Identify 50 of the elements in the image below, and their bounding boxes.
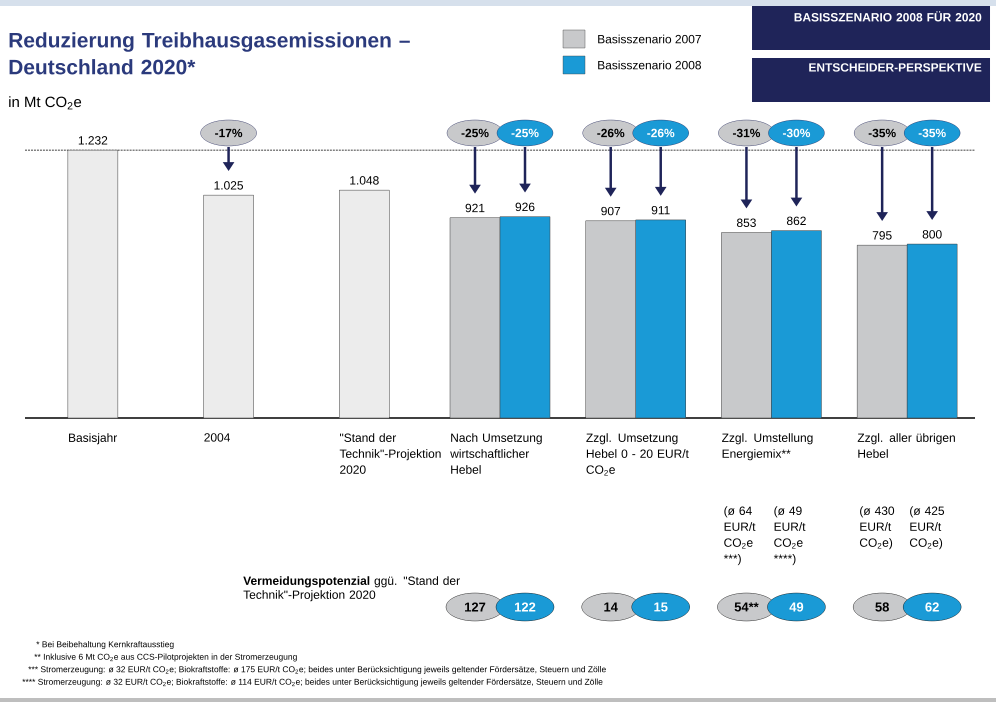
data-label: 911 (652, 206, 670, 214)
text: BASISSZENARIO 2008 FÜR 2020 (794, 11, 982, 22)
text: -35% (868, 128, 896, 138)
text: -25% (462, 128, 489, 138)
text: 14 (604, 602, 618, 612)
text: (ø 49 EUR/t CO$_{2}$e ****) (774, 506, 806, 566)
text: 15 (654, 602, 668, 612)
text: -31% (732, 128, 760, 138)
x-tick-label: "Stand der Technik"-Projektion 2020 (340, 433, 441, 474)
x-tick-label: Zzgl. Umstellung Energiemix** (722, 433, 813, 460)
x-tick-label: 2004 (204, 433, 230, 442)
x-tick-label: Zzgl. Umsetzung Hebel 0 - 20 EUR/t CO$_{2}$e (586, 433, 689, 476)
text: (ø 430 EUR/t CO$_{2}$e) (860, 506, 894, 550)
legend-label: Basisszenario 2007 (598, 34, 701, 44)
text: ENTSCHEIDER-PERSPEKTIVE (809, 63, 982, 72)
legend-label: Basisszenario 2008 (598, 60, 701, 70)
text: * Bei Beibehaltung Kernkraftausstieg (36, 641, 174, 649)
x-tick-label: Zzgl. aller übrigen Hebel (858, 433, 955, 458)
text: ** Inklusive 6 Mt CO$_{2}$e aus CCS-Pilotprojekten in der Stromerzeugung (34, 654, 297, 662)
data-label: 921 (466, 204, 484, 212)
text: -35% (918, 128, 946, 138)
x-tick-label: Basisjahr (69, 433, 118, 444)
data-label: 1.048 (350, 176, 379, 185)
text: -26% (647, 128, 674, 138)
text: 62 (925, 602, 939, 612)
x-tick-label: Nach Umsetzung wirtschaftlicher Hebel (450, 433, 542, 474)
text: 122 (515, 602, 536, 612)
data-label: 1.232 (78, 136, 108, 145)
data-label: 853 (736, 218, 756, 228)
text: 127 (465, 602, 486, 612)
data-label: 907 (601, 206, 620, 216)
text: (ø 425 EUR/t CO$_{2}$e) (910, 506, 944, 550)
text: 49 (789, 602, 804, 612)
text: 58 (875, 602, 889, 612)
data-label: 926 (516, 202, 534, 212)
data-label: 795 (872, 231, 892, 240)
text: **** Stromerzeugung: ø 32 EUR/t CO$_{2}$e; Biokraftstoffe: ø 114 EUR/t CO$_{2}$e; beides unter Berücksichtigung jeweils geltender Fördersätze, Steuern und Zölle (22, 678, 602, 686)
text: -26% (597, 128, 624, 138)
text: 54** (734, 602, 759, 612)
data-label: 862 (786, 216, 806, 226)
text: Vermeidungspotenzial ggü. "Stand der Technik"-Projektion 2020 (243, 576, 460, 602)
data-label: 800 (922, 230, 942, 239)
text: (ø 64 EUR/t CO$_{2}$e ***) (724, 506, 756, 566)
text: *** Stromerzeugung: ø 32 EUR/t CO$_{2}$e; Biokraftstoffe: ø 175 EUR/t CO$_{2}$e; beides unter Berücksichtigung jeweils geltender Fördersätze, Steuern und Zölle (28, 666, 606, 674)
y-axis-title: in Mt CO$_{2}$e (9, 96, 82, 110)
text: -30% (782, 128, 810, 138)
data-label: 1.025 (214, 181, 244, 190)
chart-title: Reduzierung Treibhausgasemissionen – Deutschland 2020* (10, 32, 410, 74)
text: -25% (512, 128, 539, 138)
text: -17% (215, 128, 242, 138)
